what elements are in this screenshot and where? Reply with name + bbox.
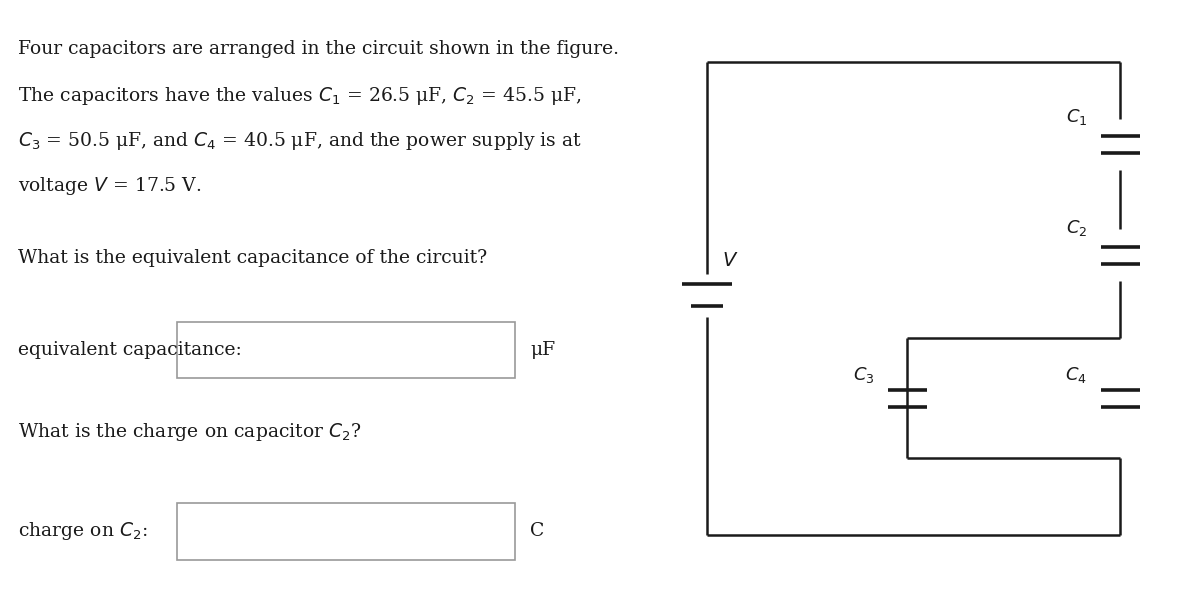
Text: The capacitors have the values $C_1$ = 26.5 μF, $C_2$ = 45.5 μF,: The capacitors have the values $C_1$ = 2…: [18, 85, 581, 107]
Text: charge on $C_2$:: charge on $C_2$:: [18, 520, 147, 542]
Text: $V$: $V$: [721, 252, 738, 271]
Text: $C_4$: $C_4$: [1065, 365, 1088, 385]
Text: voltage $V$ = 17.5 V.: voltage $V$ = 17.5 V.: [18, 175, 201, 197]
Text: $C_2$: $C_2$: [1066, 218, 1088, 237]
Text: equivalent capacitance:: equivalent capacitance:: [18, 341, 242, 359]
Text: $C_3$: $C_3$: [853, 365, 875, 385]
Text: $C_1$: $C_1$: [1066, 107, 1088, 127]
Bar: [177, 503, 515, 560]
Text: Four capacitors are arranged in the circuit shown in the figure.: Four capacitors are arranged in the circ…: [18, 40, 619, 58]
Text: μF: μF: [530, 341, 555, 359]
Text: C: C: [530, 522, 544, 541]
Text: $C_3$ = 50.5 μF, and $C_4$ = 40.5 μF, and the power supply is at: $C_3$ = 50.5 μF, and $C_4$ = 40.5 μF, an…: [18, 130, 582, 152]
Bar: [177, 322, 515, 378]
Text: What is the equivalent capacitance of the circuit?: What is the equivalent capacitance of th…: [18, 249, 488, 267]
Text: What is the charge on capacitor $C_2$?: What is the charge on capacitor $C_2$?: [18, 421, 362, 443]
